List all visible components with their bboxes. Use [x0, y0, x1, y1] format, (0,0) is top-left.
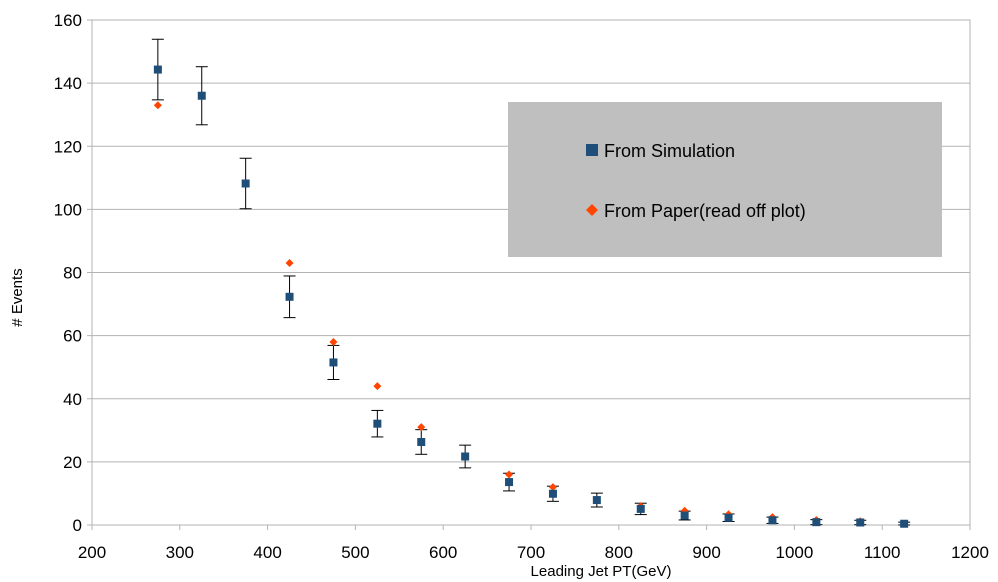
simulation-point — [153, 65, 162, 74]
x-tick-label: 600 — [429, 543, 457, 562]
legend-box — [508, 102, 942, 257]
paper-point — [153, 101, 162, 110]
simulation-point — [197, 91, 206, 100]
simulation-point — [856, 518, 865, 527]
x-tick-label: 1200 — [951, 543, 989, 562]
x-tick-label: 800 — [605, 543, 633, 562]
simulation-point — [680, 511, 689, 520]
paper-point — [285, 259, 294, 268]
y-tick-label: 60 — [63, 327, 82, 346]
simulation-point — [812, 518, 821, 527]
paper-point — [329, 337, 338, 346]
x-tick-label: 300 — [166, 543, 194, 562]
simulation-point — [724, 513, 733, 522]
paper-point — [417, 423, 426, 432]
simulation-point — [636, 504, 645, 513]
simulation-point — [329, 358, 338, 367]
x-tick-label: 500 — [341, 543, 369, 562]
x-tick-label: 1000 — [775, 543, 813, 562]
y-tick-label: 40 — [63, 390, 82, 409]
simulation-point — [285, 292, 294, 301]
legend-label-paper: From Paper(read off plot) — [604, 201, 806, 221]
y-axis: 0 20 40 60 80 100 120 140 160 — [54, 11, 92, 535]
y-tick-label: 0 — [73, 516, 82, 535]
simulation-point — [592, 496, 601, 505]
y-axis-title: # Events — [9, 268, 26, 326]
paper-point — [505, 470, 514, 479]
legend-marker-paper — [586, 204, 598, 216]
data-series — [153, 65, 909, 528]
simulation-point — [241, 179, 250, 188]
simulation-point — [900, 519, 909, 528]
grid-lines — [92, 19, 970, 526]
simulation-point — [373, 419, 382, 428]
y-tick-label: 120 — [54, 137, 82, 156]
x-tick-label: 1100 — [864, 543, 901, 562]
y-tick-label: 80 — [63, 264, 82, 283]
x-tick-label: 200 — [78, 543, 106, 562]
legend: From Simulation From Paper(read off plot… — [508, 102, 942, 257]
simulation-point — [768, 516, 777, 525]
x-tick-label: 700 — [517, 543, 545, 562]
legend-marker-simulation — [586, 144, 598, 156]
y-tick-label: 100 — [54, 200, 82, 219]
x-tick-label: 900 — [692, 543, 720, 562]
y-tick-label: 140 — [54, 74, 82, 93]
simulation-point — [461, 452, 470, 461]
y-tick-label: 160 — [54, 11, 82, 30]
paper-point — [548, 483, 557, 492]
x-tick-label: 400 — [253, 543, 281, 562]
x-axis-title: Leading Jet PT(GeV) — [531, 563, 672, 580]
simulation-point — [548, 489, 557, 498]
x-axis: 200 300 400 500 600 700 800 900 1000 1100 1200 — [78, 525, 989, 562]
y-tick-label: 20 — [63, 453, 82, 472]
simulation-point — [417, 437, 426, 446]
paper-point — [373, 382, 382, 391]
legend-label-simulation: From Simulation — [604, 141, 735, 161]
simulation-point — [505, 478, 514, 487]
